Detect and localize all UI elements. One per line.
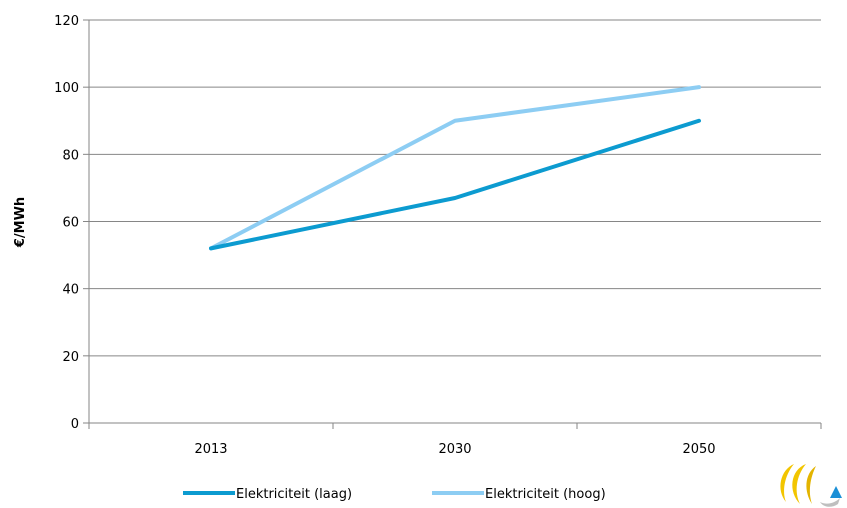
x-tick-label: 2030 [438,442,471,457]
series-lines [209,85,701,251]
y-tick-label: 20 [62,350,79,365]
legend: Elektriciteit (laag) Elektriciteit (hoog) [183,487,606,502]
y-tick-label: 80 [62,148,79,163]
y-tick-label: 100 [54,81,79,96]
y-ticks: 0 20 40 60 80 100 120 [54,14,89,432]
x-tick-label: 2050 [682,442,715,457]
y-axis-title: €/MWh [13,197,28,248]
x-tick-label: 2013 [194,442,227,457]
series-line [209,118,701,251]
y-tick-label: 0 [71,417,79,432]
y-tick-label: 60 [62,216,79,231]
legend-label: Elektriciteit (hoog) [485,487,606,502]
x-ticks: 2013 2030 2050 [88,423,822,457]
series-line [209,85,701,251]
gridlines [89,19,821,357]
y-tick-label: 40 [62,283,79,298]
y-tick-label: 120 [54,14,79,29]
legend-label: Elektriciteit (laag) [236,487,352,502]
company-logo-icon [780,464,842,507]
